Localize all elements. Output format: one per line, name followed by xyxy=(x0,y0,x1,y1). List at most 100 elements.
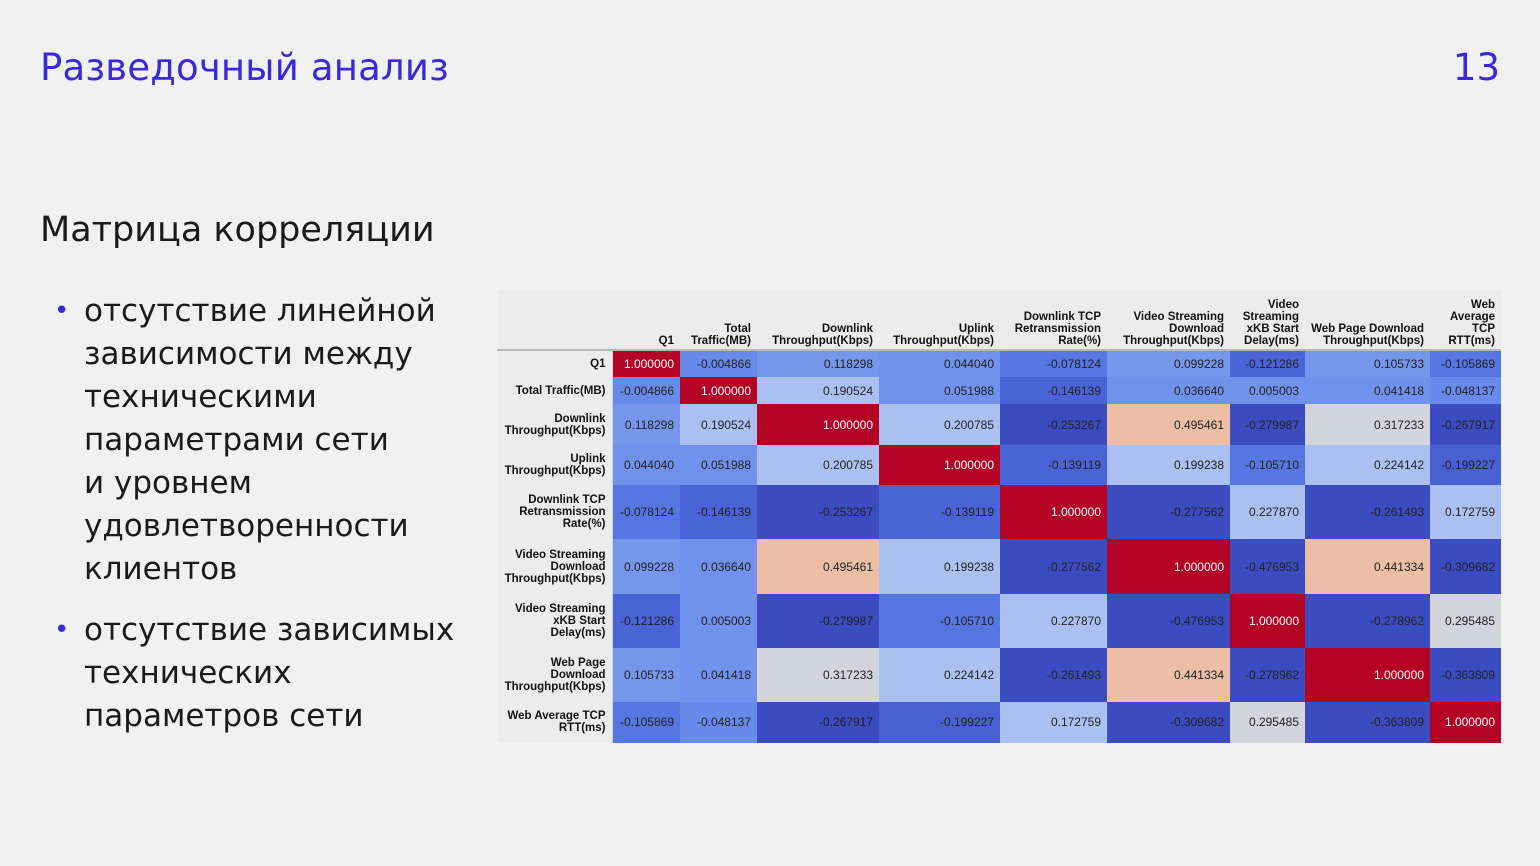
matrix-cell: 0.041418 xyxy=(680,647,757,702)
matrix-cell: -0.139119 xyxy=(1000,445,1107,486)
column-header: Video Streaming Download Throughput(Kbps… xyxy=(1107,290,1230,351)
matrix-cell: 0.041418 xyxy=(1305,377,1430,405)
matrix-cell: 0.005003 xyxy=(1230,377,1305,405)
matrix-cell: 1.000000 xyxy=(1000,485,1107,540)
matrix-cell: -0.476953 xyxy=(1230,539,1305,594)
matrix-cell: 0.051988 xyxy=(680,445,757,486)
matrix-cell: 0.036640 xyxy=(1107,377,1230,405)
matrix-cell: -0.363809 xyxy=(1430,647,1501,702)
matrix-cell: -0.278962 xyxy=(1230,647,1305,702)
matrix-cell: -0.253267 xyxy=(757,485,879,540)
matrix-cell: -0.199227 xyxy=(879,701,1000,743)
matrix-header-row: Q1 Total Traffic(MB) Downlink Throughput(K… xyxy=(497,290,1501,351)
bullet-text: отсутствие зависимых технических парамет… xyxy=(84,612,455,734)
matrix-row: Downlink Throughput(Kbps) 0.118298 0.19052… xyxy=(497,404,1501,446)
matrix-cell: 1.000000 xyxy=(680,377,757,405)
row-header: Downlink TCP Retransmission Rate(%) xyxy=(497,485,613,540)
matrix-cell: 1.000000 xyxy=(879,445,1000,486)
matrix-row: Video Streaming xKB Start Delay(ms) -0.12… xyxy=(497,593,1501,648)
matrix-cell: -0.048137 xyxy=(1430,377,1501,405)
matrix-cell: 1.000000 xyxy=(757,404,879,446)
matrix-cell: 0.200785 xyxy=(879,404,1000,446)
row-header: Total Traffic(MB) xyxy=(497,377,613,405)
matrix-cell: 0.200785 xyxy=(757,445,879,486)
matrix-cell: 0.227870 xyxy=(1230,485,1305,540)
matrix-cell: 0.190524 xyxy=(757,377,879,405)
matrix-cell: 0.099228 xyxy=(1107,350,1230,378)
matrix-cell: 0.441334 xyxy=(1107,647,1230,702)
correlation-table: Q1 Total Traffic(MB) Downlink Throughput(K… xyxy=(497,290,1501,743)
matrix-cell: -0.105869 xyxy=(612,701,680,743)
matrix-cell: -0.105710 xyxy=(1230,445,1305,486)
matrix-cell: -0.277562 xyxy=(1107,485,1230,540)
matrix-cell: -0.004866 xyxy=(612,377,680,405)
row-header: Q1 xyxy=(497,350,613,378)
matrix-cell: -0.277562 xyxy=(1000,539,1107,594)
row-header: Web Average TCP RTT(ms) xyxy=(497,701,613,743)
matrix-cell: -0.078124 xyxy=(1000,350,1107,378)
matrix-cell: -0.267917 xyxy=(1430,404,1501,446)
section-heading: Матрица корреляции xyxy=(40,210,435,250)
row-header: Web Page Download Throughput(Kbps) xyxy=(497,647,613,702)
matrix-row: Web Average TCP RTT(ms) -0.105869 -0.04813… xyxy=(497,701,1501,743)
matrix-cell: 0.172759 xyxy=(1430,485,1501,540)
bullet-item: • отсутствие линейной зависимости между … xyxy=(50,290,470,591)
matrix-cell: -0.261493 xyxy=(1305,485,1430,540)
matrix-cell: -0.121286 xyxy=(612,593,680,648)
matrix-cell: 0.224142 xyxy=(879,647,1000,702)
matrix-cell: -0.078124 xyxy=(612,485,680,540)
matrix-cell: 0.199238 xyxy=(879,539,1000,594)
matrix-cell: 0.044040 xyxy=(879,350,1000,378)
matrix-cell: -0.363809 xyxy=(1305,701,1430,743)
matrix-cell: -0.048137 xyxy=(680,701,757,743)
matrix-cell: 0.105733 xyxy=(1305,350,1430,378)
matrix-row: Web Page Download Throughput(Kbps) 0.1057… xyxy=(497,647,1501,702)
matrix-cell: 0.199238 xyxy=(1107,445,1230,486)
matrix-cell: 0.295485 xyxy=(1430,593,1501,648)
matrix-cell: -0.278962 xyxy=(1305,593,1430,648)
matrix-cell: -0.146139 xyxy=(680,485,757,540)
matrix-cell: 0.441334 xyxy=(1305,539,1430,594)
matrix-cell: 0.044040 xyxy=(612,445,680,486)
matrix-cell: 0.224142 xyxy=(1305,445,1430,486)
matrix-cell: -0.004866 xyxy=(680,350,757,378)
matrix-body: Q1 1.000000 -0.004866 0.118298 0.044040 -0.07… xyxy=(497,350,1501,743)
matrix-cell: 0.495461 xyxy=(757,539,879,594)
matrix-cell: -0.267917 xyxy=(757,701,879,743)
column-header: Web Page Download Throughput(Kbps) xyxy=(1305,290,1430,351)
matrix-cell: -0.139119 xyxy=(879,485,1000,540)
bullet-list: • отсутствие линейной зависимости между … xyxy=(50,290,470,756)
matrix-row: Total Traffic(MB) -0.004866 1.000000 0.1905… xyxy=(497,377,1501,405)
matrix-cell: 0.172759 xyxy=(1000,701,1107,743)
slide-title: Разведочный анализ xyxy=(40,46,450,89)
matrix-cell: -0.105869 xyxy=(1430,350,1501,378)
matrix-row: Uplink Throughput(Kbps) 0.044040 0.051988 0… xyxy=(497,445,1501,486)
matrix-cell: -0.105710 xyxy=(879,593,1000,648)
bullet-dot-icon: • xyxy=(54,615,70,645)
matrix-cell: 1.000000 xyxy=(612,350,680,378)
column-header: Video Streaming xKB Start Delay(ms) xyxy=(1230,290,1305,351)
column-header: Total Traffic(MB) xyxy=(680,290,757,351)
matrix-cell: 0.099228 xyxy=(612,539,680,594)
matrix-corner-cell xyxy=(497,290,612,351)
matrix-cell: -0.309682 xyxy=(1107,701,1230,743)
matrix-cell: 1.000000 xyxy=(1107,539,1230,594)
matrix-cell: -0.279987 xyxy=(757,593,879,648)
page-number: 13 xyxy=(1452,46,1500,89)
matrix-row: Video Streaming Download Throughput(Kbps… xyxy=(497,539,1501,594)
row-header: Video Streaming xKB Start Delay(ms) xyxy=(497,593,613,648)
matrix-cell: 0.118298 xyxy=(757,350,879,378)
matrix-cell: 0.227870 xyxy=(1000,593,1107,648)
bullet-dot-icon: • xyxy=(54,296,70,326)
matrix-cell: 0.118298 xyxy=(612,404,680,446)
matrix-cell: -0.146139 xyxy=(1000,377,1107,405)
column-header: Q1 xyxy=(612,290,680,351)
bullet-text: отсутствие линейной зависимости между те… xyxy=(84,293,436,587)
column-header: Uplink Throughput(Kbps) xyxy=(879,290,1000,351)
matrix-cell: 0.105733 xyxy=(612,647,680,702)
matrix-cell: -0.279987 xyxy=(1230,404,1305,446)
correlation-matrix: Q1 Total Traffic(MB) Downlink Throughput(K… xyxy=(497,290,1501,743)
row-header: Video Streaming Download Throughput(Kbps… xyxy=(497,539,613,594)
column-header: Downlink TCP Retransmission Rate(%) xyxy=(1000,290,1107,351)
column-header: Downlink Throughput(Kbps) xyxy=(757,290,879,351)
